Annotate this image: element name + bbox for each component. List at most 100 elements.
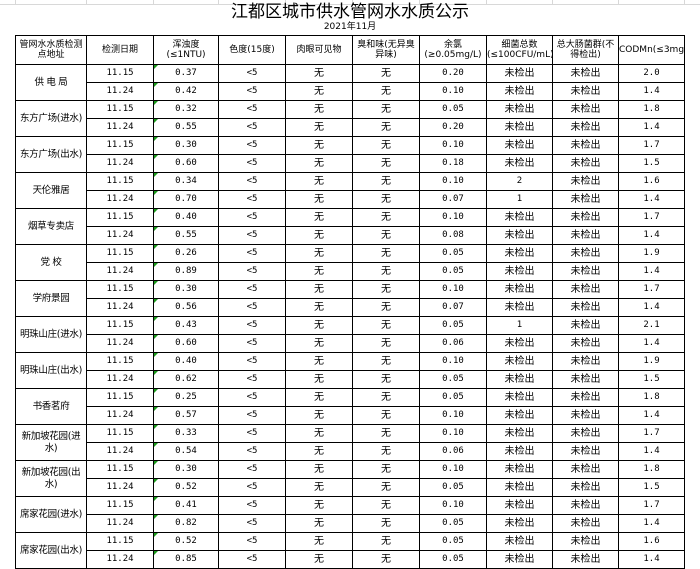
cell-coliform: 未检出 [552,334,619,353]
cell-residual-chlorine: 0.07 [419,190,487,209]
cell-color: <5 [218,352,286,371]
cell-codmn: 1.4 [618,514,685,533]
table-row: 新加坡花园(出水) 11.15 0.30 <5 无无 0.10 未检出 未检出 1.8 [15,460,685,497]
table-row: 党 校 11.15 0.26 <5 无无 0.05 未检出 未检出 1.9 [15,244,685,281]
cell-visible-matter: 无 [285,82,353,101]
cell-color: <5 [218,406,286,425]
cell-date: 11.15 [86,424,154,443]
cell-visible-matter: 无 [285,298,353,317]
cell-color: <5 [218,136,286,155]
cell-color: <5 [218,460,286,479]
cell-color: <5 [218,370,286,389]
cell-codmn: 2.1 [618,316,685,335]
cell-turbidity: 0.82 [153,514,219,533]
cell-bacteria: 未检出 [486,424,553,443]
cell-date: 11.15 [86,388,154,407]
cell-codmn: 1.7 [618,136,685,155]
site-name: 明珠山庄(出水) [15,352,87,389]
cell-codmn: 1.4 [618,118,685,137]
cell-codmn: 1.4 [618,226,685,245]
cell-bacteria: 未检出 [486,334,553,353]
site-name: 明珠山庄(进水) [15,316,87,353]
cell-color: <5 [218,118,286,137]
table-row: 书香茗府 11.15 0.25 <5 无无 0.05 未检出 未检出 1.8 [15,388,685,425]
cell-turbidity: 0.34 [153,172,219,191]
cell-turbidity: 0.60 [153,334,219,353]
cell-date: 11.24 [86,226,154,245]
cell-odor: 无 [352,298,420,317]
cell-date: 11.24 [86,262,154,281]
cell-codmn: 1.8 [618,388,685,407]
cell-residual-chlorine: 0.06 [419,334,487,353]
cell-residual-chlorine: 0.06 [419,442,487,461]
cell-turbidity: 0.26 [153,244,219,263]
cell-coliform: 未检出 [552,172,619,191]
cell-bacteria: 未检出 [486,550,553,569]
cell-turbidity: 0.30 [153,280,219,299]
cell-date: 11.24 [86,190,154,209]
cell-turbidity: 0.32 [153,100,219,119]
cell-bacteria: 未检出 [486,370,553,389]
cell-residual-chlorine: 0.08 [419,226,487,245]
cell-color: <5 [218,64,286,83]
cell-coliform: 未检出 [552,118,619,137]
cell-coliform: 未检出 [552,262,619,281]
cell-residual-chlorine: 0.10 [419,280,487,299]
cell-turbidity: 0.56 [153,298,219,317]
cell-coliform: 未检出 [552,370,619,389]
table-row: 11.24 0.82 <5 无无 0.05 未检出 未检出 1.4 [16,514,685,533]
site-name: 天伦雅居 [15,172,87,209]
cell-coliform: 未检出 [552,82,619,101]
cell-odor: 无 [352,172,420,191]
cell-residual-chlorine: 0.05 [419,316,487,335]
cell-residual-chlorine: 0.05 [419,100,487,119]
cell-residual-chlorine: 0.07 [419,298,487,317]
cell-odor: 无 [352,334,420,353]
cell-date: 11.24 [86,442,154,461]
cell-date: 11.15 [86,100,154,119]
table-row: 11.24 0.85 <5 无无 0.05 未检出 未检出 1.4 [16,550,685,569]
cell-bacteria: 未检出 [486,154,553,173]
cell-coliform: 未检出 [552,496,619,515]
cell-coliform: 未检出 [552,244,619,263]
cell-visible-matter: 无 [285,496,353,515]
cell-bacteria: 未检出 [486,280,553,299]
cell-color: <5 [218,334,286,353]
cell-odor: 无 [352,514,420,533]
cell-bacteria: 未检出 [486,406,553,425]
cell-codmn: 1.4 [618,190,685,209]
site-name: 席家花园(进水) [15,496,87,533]
cell-date: 11.24 [86,334,154,353]
cell-odor: 无 [352,370,420,389]
cell-date: 11.24 [86,118,154,137]
table-row: 11.24 0.55 <5 无无 0.08 未检出 未检出 1.4 [16,226,685,245]
site-name: 供 电 局 [15,64,87,101]
cell-coliform: 未检出 [552,190,619,209]
cell-residual-chlorine: 0.10 [419,352,487,371]
cell-residual-chlorine: 0.05 [419,388,487,407]
column-header: 色度(15度) [218,35,286,65]
cell-date: 11.24 [86,514,154,533]
cell-codmn: 1.8 [618,460,685,479]
cell-coliform: 未检出 [552,208,619,227]
table-row: 席家花园(出水) 11.15 0.52 <5 无无 0.05 未检出 未检出 1.6 [15,532,685,569]
site-name: 书香茗府 [15,388,87,425]
cell-turbidity: 0.40 [153,208,219,227]
cell-color: <5 [218,172,286,191]
cell-bacteria: 1 [486,190,553,209]
column-header: 总大肠菌群(不得检出) [552,35,619,65]
cell-turbidity: 0.43 [153,316,219,335]
cell-visible-matter: 无 [285,352,353,371]
cell-odor: 无 [352,136,420,155]
cell-bacteria: 未检出 [486,496,553,515]
table-row: 11.24 0.89 <5 无无 0.05 未检出 未检出 1.4 [16,262,685,281]
cell-residual-chlorine: 0.05 [419,532,487,551]
cell-coliform: 未检出 [552,226,619,245]
cell-odor: 无 [352,424,420,443]
table-row: 东方广场(进水) 11.15 0.32 <5 无无 0.05 未检出 未检出 1.8 [15,100,685,137]
cell-residual-chlorine: 0.05 [419,262,487,281]
cell-codmn: 1.4 [618,298,685,317]
cell-visible-matter: 无 [285,100,353,119]
cell-date: 11.15 [86,496,154,515]
cell-bacteria: 2 [486,172,553,191]
